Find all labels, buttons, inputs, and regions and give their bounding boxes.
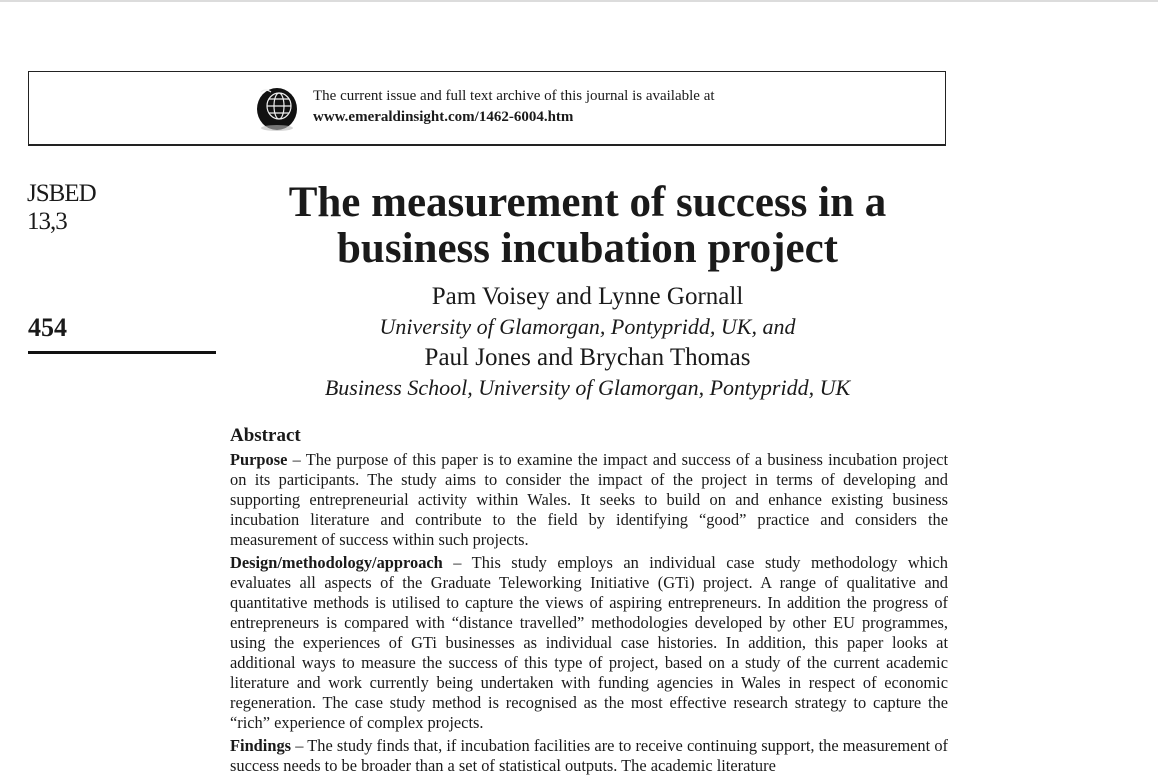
abstract-design: Design/methodology/approach – This study… <box>230 553 948 733</box>
abstract-purpose: Purpose – The purpose of this paper is t… <box>230 450 948 550</box>
section-text: – This study employs an individual case … <box>230 553 948 732</box>
journal-banner: The current issue and full text archive … <box>28 71 946 146</box>
section-text: – The purpose of this paper is to examin… <box>230 450 948 549</box>
journal-volume: 13,3 <box>27 208 68 235</box>
authors-1: Pam Voisey and Lynne Gornall <box>431 283 744 310</box>
title-line: The measurement of success in a <box>288 179 887 226</box>
globe-icon <box>257 88 297 131</box>
title-line: business incubation project <box>337 225 838 272</box>
top-border <box>0 0 1158 2</box>
section-text: – The study finds that, if incubation fa… <box>230 736 948 775</box>
affiliation-2: Business School, University of Glamorgan… <box>324 375 851 400</box>
section-label: Design/methodology/approach <box>230 553 443 572</box>
section-label: Findings <box>230 736 292 755</box>
abstract: Abstract Purpose – The purpose of this p… <box>230 426 948 779</box>
article-title: The measurement of success in a business… <box>225 180 950 272</box>
affiliation-1: University of Glamorgan, Pontypridd, UK,… <box>379 314 796 339</box>
authors-2: Paul Jones and Brychan Thomas <box>424 344 751 371</box>
archive-notice: The current issue and full text archive … <box>313 88 715 104</box>
abstract-heading: Abstract <box>230 425 301 446</box>
page-number: 454 <box>28 313 67 342</box>
journal-url-link[interactable]: www.emeraldinsight.com/1462-6004.htm <box>313 109 574 125</box>
abstract-findings: Findings – The study finds that, if incu… <box>230 736 948 776</box>
section-label: Purpose <box>230 450 288 469</box>
page-number-rule <box>28 351 216 354</box>
journal-name: JSBED <box>27 180 97 207</box>
journal-reference: JSBED 13,3 <box>27 180 97 236</box>
